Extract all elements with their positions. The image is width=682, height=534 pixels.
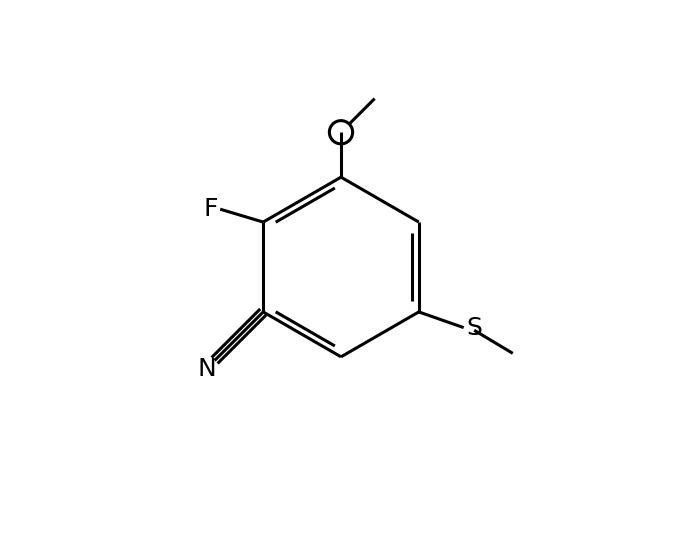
- Text: F: F: [203, 197, 218, 221]
- Text: N: N: [197, 357, 216, 381]
- Text: S: S: [466, 316, 482, 340]
